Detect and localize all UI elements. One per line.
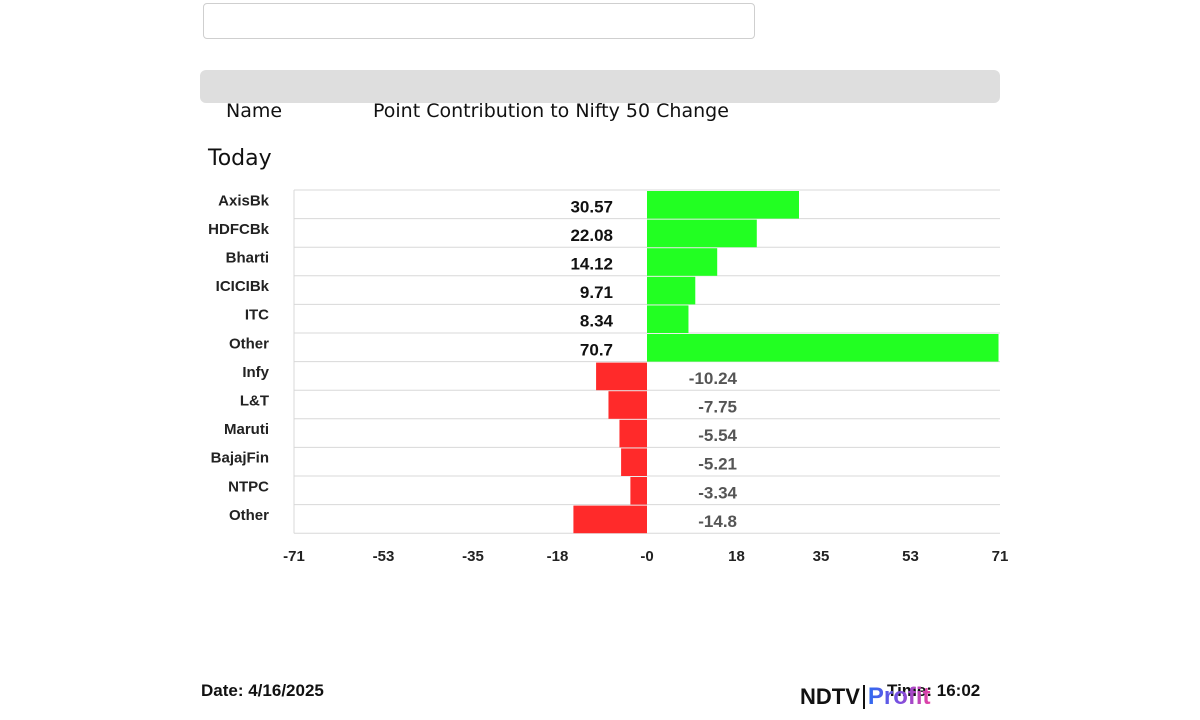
logo-profit-text: Profit: [867, 683, 931, 710]
ndtv-profit-logo: NDTV Profit: [800, 683, 931, 710]
logo-ndtv-text: NDTV: [800, 684, 860, 709]
bar: [647, 276, 696, 305]
category-label: ITC: [245, 307, 269, 324]
x-tick-label: -71: [283, 548, 305, 565]
contribution-bar-chart: AxisBk 30.57 HDFCBk 22.08 Bharti 14.12 ICICIBk…: [208, 189, 1009, 565]
data-label: 70.7: [580, 340, 613, 359]
bar: [621, 448, 647, 476]
category-label: Other: [229, 335, 269, 352]
category-label: AxisBk: [218, 192, 270, 209]
category-label: Bharti: [226, 250, 269, 267]
bar: [573, 505, 647, 534]
data-label: -10.24: [689, 369, 738, 388]
bar: [647, 334, 999, 362]
category-label: ICICIBk: [216, 278, 270, 295]
data-label: -3.34: [698, 483, 737, 502]
data-label: -5.21: [698, 455, 737, 474]
category-label: Infy: [242, 364, 269, 381]
category-label: NTPC: [228, 478, 269, 495]
x-tick-label: 35: [813, 548, 830, 565]
bar: [596, 362, 647, 391]
data-label: 22.08: [570, 226, 613, 245]
category-label: Maruti: [224, 421, 269, 438]
bar: [647, 191, 799, 219]
bar: [647, 305, 689, 333]
category-label: Other: [229, 507, 269, 524]
x-tick-label: -53: [373, 548, 395, 565]
section-title: Today: [208, 146, 272, 171]
bar: [608, 391, 647, 419]
table-header-bar: [200, 70, 1000, 103]
bar: [647, 219, 757, 248]
x-tick-label: 18: [728, 548, 745, 565]
category-label: BajajFin: [211, 450, 269, 467]
bar: [647, 248, 718, 276]
data-label: -7.75: [698, 398, 737, 417]
x-tick-label: -0: [640, 548, 653, 565]
x-tick-label: 71: [992, 548, 1009, 565]
category-label: HDFCBk: [208, 221, 269, 238]
footer-date: Date: 4/16/2025: [201, 681, 324, 700]
bar: [630, 477, 647, 505]
footer-time: Time: 16:02: [887, 681, 981, 700]
name-column-header: Name: [226, 100, 283, 122]
x-tick-label: -18: [547, 548, 569, 565]
category-label: L&T: [240, 393, 269, 410]
data-label: 14.12: [570, 255, 613, 274]
x-tick-label: -35: [462, 548, 484, 565]
search-input[interactable]: [203, 3, 755, 39]
data-label: 8.34: [580, 312, 614, 331]
data-label: 9.71: [580, 283, 613, 302]
logo-divider: [862, 685, 865, 709]
data-label: -14.8: [698, 512, 737, 531]
data-label: 30.57: [570, 197, 613, 216]
x-tick-label: 53: [902, 548, 919, 565]
bar: [619, 419, 647, 448]
data-label: -5.54: [698, 426, 737, 445]
contribution-column-header: Point Contribution to Nifty 50 Change: [373, 100, 729, 122]
